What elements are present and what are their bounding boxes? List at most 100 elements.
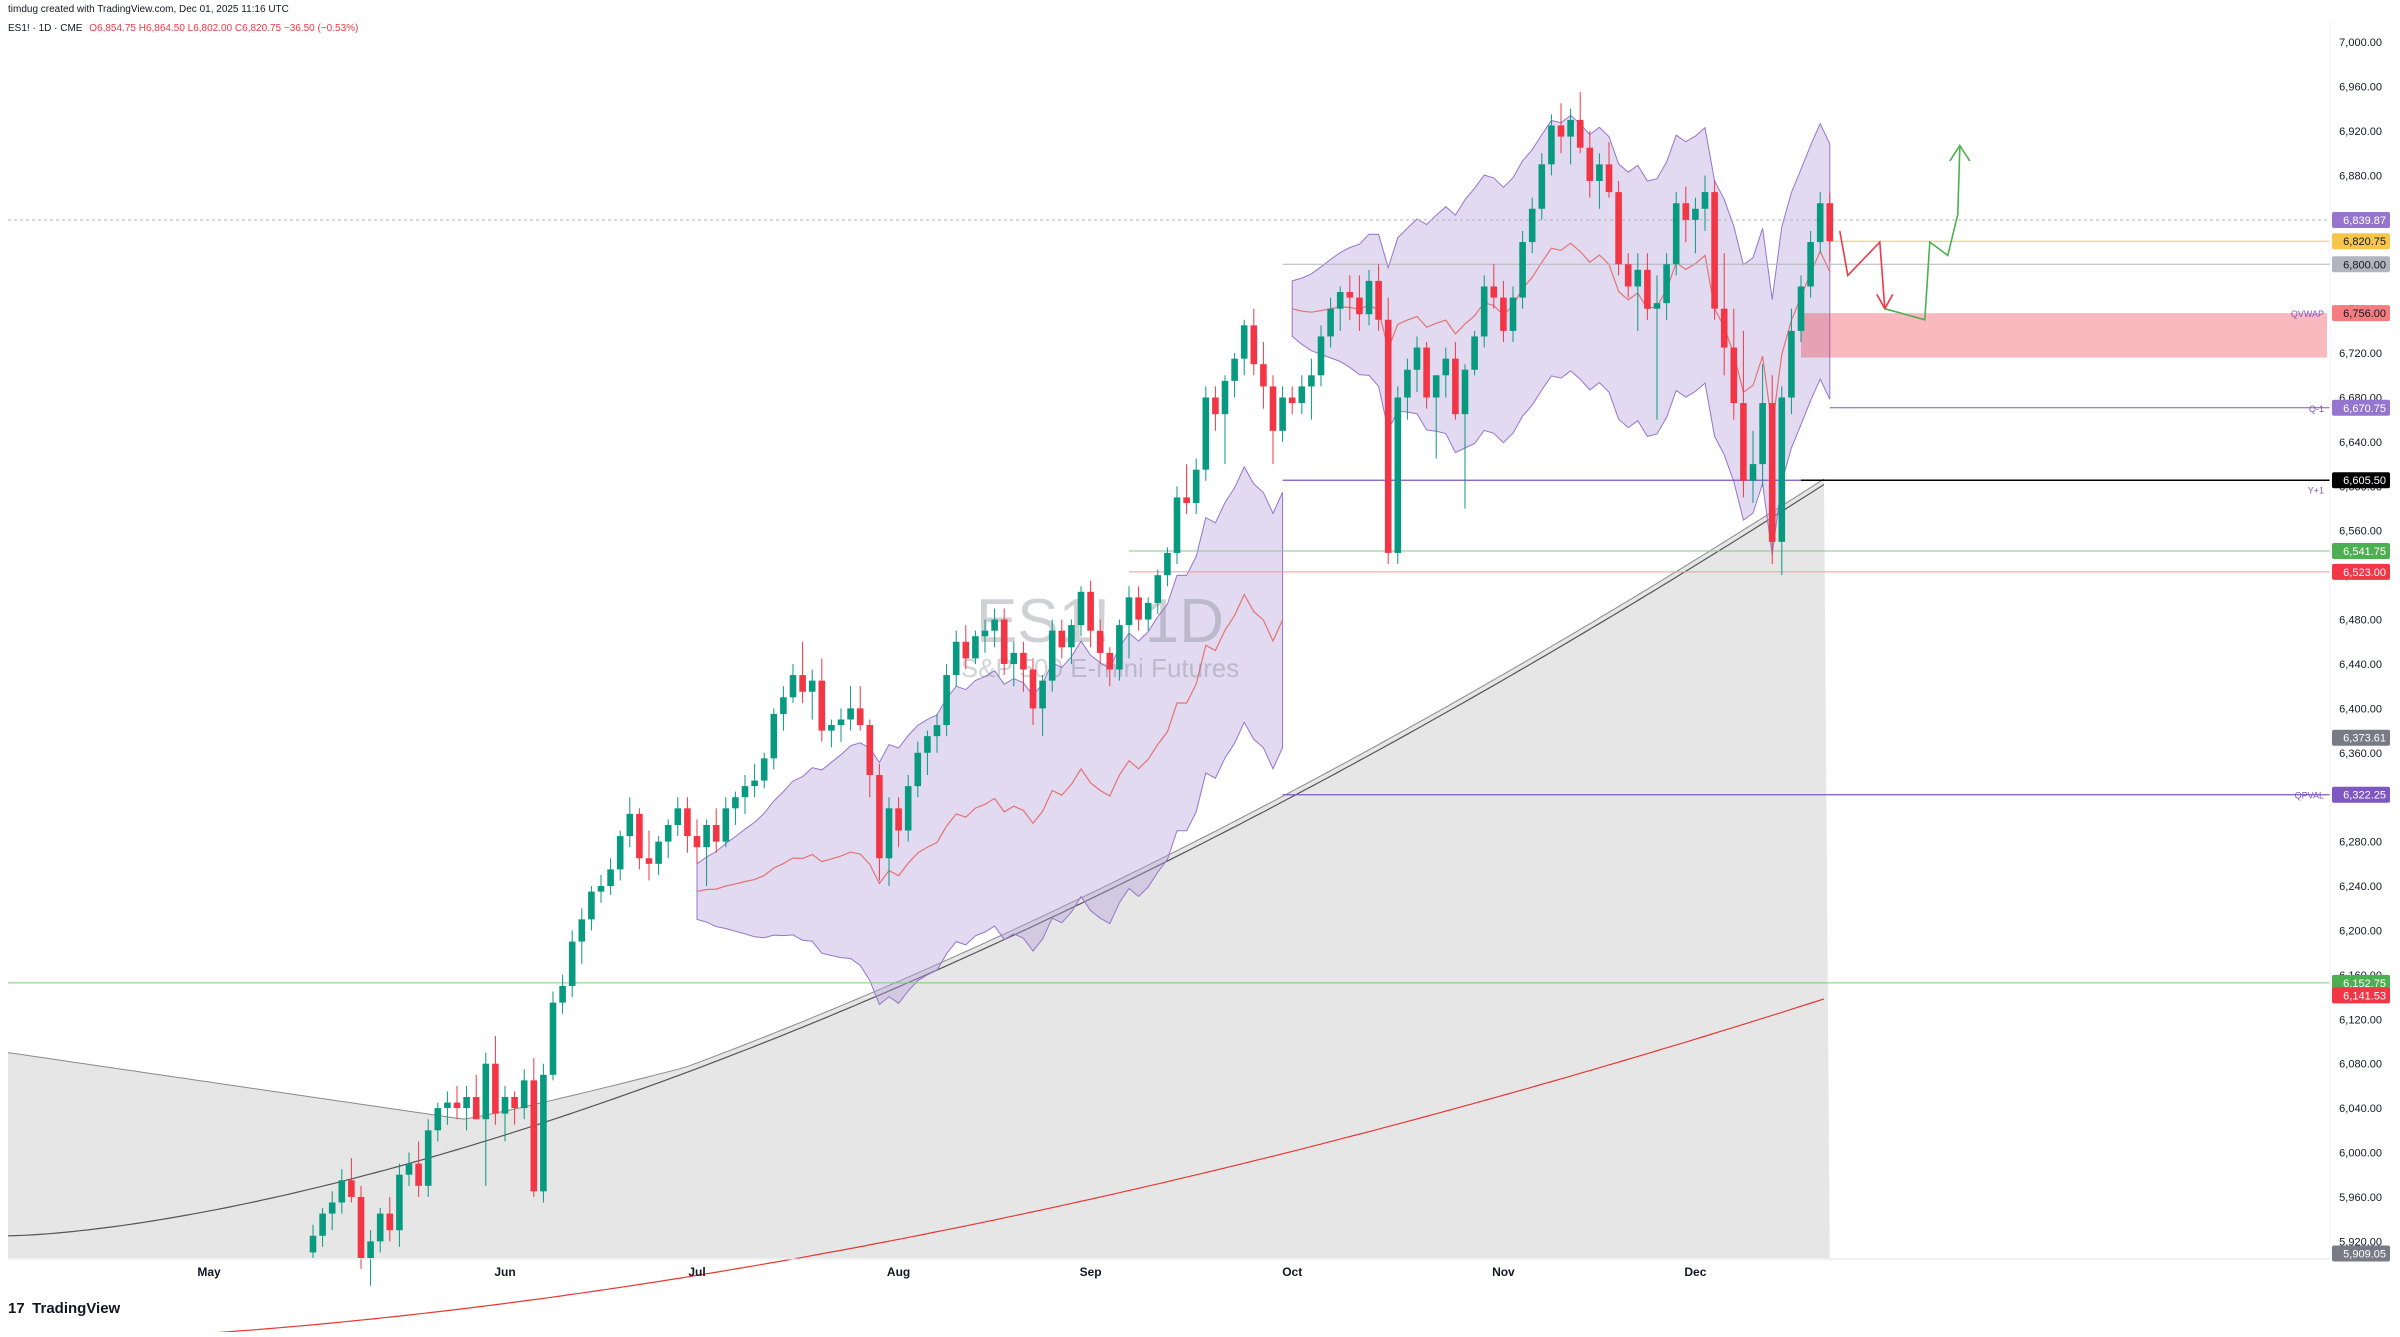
price-badge[interactable]: 6,605.50 (2332, 472, 2390, 489)
candle[interactable] (1423, 341, 1430, 409)
candle[interactable] (952, 630, 960, 687)
candle[interactable] (1432, 375, 1440, 459)
candle[interactable] (818, 658, 826, 742)
candle[interactable] (1596, 153, 1603, 209)
price-badge[interactable]: 6,152.75 (2332, 974, 2390, 991)
candle[interactable] (1413, 336, 1421, 392)
candle[interactable] (1048, 619, 1056, 692)
candle[interactable] (568, 930, 576, 998)
candle[interactable] (760, 752, 768, 789)
candle[interactable] (530, 1058, 538, 1197)
candle[interactable] (511, 1091, 518, 1125)
candle[interactable] (770, 708, 778, 770)
candle[interactable] (1740, 330, 1747, 498)
candle[interactable] (1807, 230, 1814, 298)
candle[interactable] (655, 836, 662, 875)
candle[interactable] (338, 1169, 346, 1214)
candle[interactable] (1356, 275, 1363, 331)
candle[interactable] (962, 625, 970, 670)
candle[interactable] (1336, 286, 1344, 331)
candle[interactable] (1816, 192, 1824, 254)
candle[interactable] (808, 669, 816, 720)
price-badge[interactable]: 6,756.00 (2332, 305, 2390, 322)
candle[interactable] (549, 991, 557, 1081)
candle[interactable] (1279, 386, 1286, 442)
candle[interactable] (1327, 297, 1334, 348)
price-badge[interactable]: 6,670.75 (2332, 399, 2390, 416)
candle[interactable] (1125, 586, 1133, 659)
candle[interactable] (1135, 586, 1142, 631)
candle[interactable] (1557, 103, 1565, 154)
candle[interactable] (1663, 253, 1670, 320)
candle[interactable] (1442, 347, 1450, 398)
candle[interactable] (540, 1063, 547, 1203)
candle[interactable] (1730, 308, 1738, 420)
candle[interactable] (933, 713, 941, 753)
candle[interactable] (309, 1224, 317, 1258)
candle[interactable] (386, 1196, 394, 1242)
candle[interactable] (376, 1208, 384, 1253)
candle[interactable] (741, 775, 749, 814)
candle[interactable] (732, 791, 739, 825)
candle[interactable] (1173, 486, 1181, 565)
candle[interactable] (856, 686, 864, 731)
candle[interactable] (1634, 253, 1642, 331)
candle[interactable] (904, 775, 912, 842)
candle[interactable] (1058, 619, 1066, 659)
candle[interactable] (1164, 547, 1171, 587)
candle[interactable] (1269, 375, 1277, 465)
candle[interactable] (597, 874, 605, 903)
candle[interactable] (1384, 297, 1392, 565)
candle[interactable] (1375, 264, 1382, 331)
candle[interactable] (1768, 375, 1776, 565)
candle[interactable] (472, 1074, 480, 1120)
candle[interactable] (876, 763, 883, 881)
candle[interactable] (1576, 92, 1584, 154)
candle[interactable] (636, 808, 643, 870)
candle[interactable] (751, 763, 758, 798)
candle[interactable] (1240, 319, 1248, 376)
candle[interactable] (1404, 358, 1411, 420)
candle[interactable] (1202, 386, 1210, 481)
candle[interactable] (837, 708, 845, 742)
candle[interactable] (789, 663, 797, 703)
candle[interactable] (1077, 586, 1085, 637)
candle[interactable] (1692, 197, 1699, 254)
candle[interactable] (1068, 619, 1075, 664)
candle[interactable] (1605, 142, 1613, 198)
candle[interactable] (1615, 180, 1622, 276)
candle[interactable] (1644, 253, 1651, 320)
candle[interactable] (914, 741, 922, 798)
candle[interactable] (943, 663, 950, 737)
candle[interactable] (1711, 180, 1718, 320)
candle[interactable] (1317, 325, 1325, 387)
price-badge[interactable]: 6,541.75 (2332, 543, 2390, 560)
candle[interactable] (1500, 280, 1507, 342)
candle[interactable] (1288, 386, 1296, 415)
candle[interactable] (1490, 264, 1498, 309)
candle[interactable] (1260, 341, 1267, 409)
candle[interactable] (972, 630, 979, 664)
candle[interactable] (924, 730, 931, 776)
candle[interactable] (1701, 175, 1709, 231)
price-badge[interactable]: 6,839.87 (2332, 212, 2390, 229)
candle[interactable] (405, 1152, 413, 1186)
tradingview-logo[interactable]: 17 TradingView (8, 1300, 120, 1318)
candle[interactable] (1144, 597, 1152, 631)
candle[interactable] (1231, 353, 1238, 398)
candle[interactable] (1221, 375, 1229, 465)
candle[interactable] (1759, 364, 1766, 487)
candle[interactable] (1192, 458, 1200, 515)
candle[interactable] (396, 1163, 403, 1247)
price-badge[interactable]: 6,141.53 (2332, 987, 2390, 1004)
candle[interactable] (981, 619, 989, 653)
candle[interactable] (616, 830, 624, 881)
candle[interactable] (1298, 375, 1306, 415)
candle[interactable] (444, 1091, 451, 1125)
candle[interactable] (482, 1052, 490, 1186)
candle[interactable] (626, 797, 634, 848)
price-badge[interactable]: 6,322.25 (2332, 786, 2390, 803)
candle[interactable] (1720, 253, 1728, 376)
candle[interactable] (1682, 186, 1690, 243)
candle[interactable] (1519, 230, 1526, 309)
